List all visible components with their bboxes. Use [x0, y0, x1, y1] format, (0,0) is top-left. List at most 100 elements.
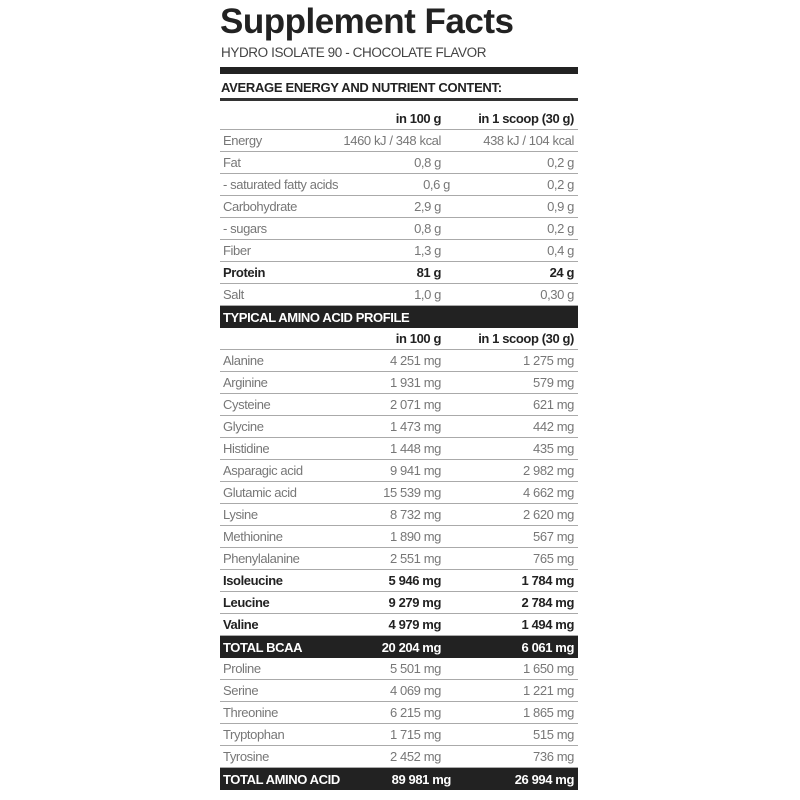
table-row: Proline 5 501 mg 1 650 mg — [220, 658, 578, 680]
row-value-per-100g: 5 501 mg — [389, 661, 441, 676]
row-value-per-100g: 8 732 mg — [389, 507, 441, 522]
table-row: Methionine 1 890 mg 567 mg — [220, 526, 578, 548]
row-name: Glycine — [223, 419, 264, 434]
table-row: Cysteine 2 071 mg 621 mg — [220, 394, 578, 416]
table-row: - saturated fatty acids 0,6 g 0,2 g — [220, 174, 578, 196]
table-row: Arginine 1 931 mg 579 mg — [220, 372, 578, 394]
table-row: Threonine 6 215 mg 1 865 mg — [220, 702, 578, 724]
row-value-per-100g: 0,8 g — [414, 221, 441, 236]
table-row: Tryptophan 1 715 mg 515 mg — [220, 724, 578, 746]
divider-rule — [220, 98, 578, 101]
row-value-per-scoop: 1 865 mg — [522, 705, 574, 720]
row-value-per-100g: 2 452 mg — [389, 749, 441, 764]
row-value-per-scoop: 736 mg — [533, 749, 574, 764]
column-header-per-scoop: in 1 scoop (30 g) — [478, 331, 574, 346]
row-value-per-scoop: 1 494 mg — [521, 617, 575, 632]
row-name: Alanine — [223, 353, 264, 368]
row-value-per-scoop: 442 mg — [533, 419, 574, 434]
row-name: Asparagic acid — [223, 463, 303, 478]
table-row: Glycine 1 473 mg 442 mg — [220, 416, 578, 438]
row-value-per-scoop: 438 kJ / 104 kcal — [483, 133, 574, 148]
table-row: Energy 1460 kJ / 348 kcal 438 kJ / 104 kca… — [220, 130, 578, 152]
row-value-per-scoop: 1 650 mg — [522, 661, 574, 676]
row-name: Protein — [223, 265, 265, 280]
amino-column-header: in 100 g in 1 scoop (30 g) — [220, 328, 578, 350]
row-name: Valine — [223, 617, 259, 632]
table-row: Alanine 4 251 mg 1 275 mg — [220, 350, 578, 372]
row-name: Histidine — [223, 441, 270, 456]
row-value-per-scoop: 6 061 mg — [521, 639, 575, 655]
row-value-per-100g: 4 251 mg — [389, 353, 441, 368]
table-row: Lysine 8 732 mg 2 620 mg — [220, 504, 578, 526]
row-name: Tyrosine — [223, 749, 269, 764]
row-name: Salt — [223, 287, 244, 302]
row-value-per-100g: 9 941 mg — [389, 463, 441, 478]
row-value-per-100g: 1 890 mg — [389, 529, 441, 544]
row-value-per-100g: 2 551 mg — [389, 551, 441, 566]
row-value-per-100g: 1 448 mg — [389, 441, 441, 456]
row-name: Carbohydrate — [223, 199, 297, 214]
row-value-per-scoop: 1 221 mg — [522, 683, 574, 698]
row-value-per-scoop: 579 mg — [533, 375, 574, 390]
row-name: TOTAL BCAA — [223, 639, 303, 655]
column-header-per-100g: in 100 g — [395, 331, 442, 346]
row-value-per-scoop: 515 mg — [533, 727, 574, 742]
table-row: Carbohydrate 2,9 g 0,9 g — [220, 196, 578, 218]
table-row: Histidine 1 448 mg 435 mg — [220, 438, 578, 460]
row-value-per-100g: 1,0 g — [414, 287, 441, 302]
row-value-per-100g: 2 071 mg — [389, 397, 441, 412]
table-row: Asparagic acid 9 941 mg 2 982 mg — [220, 460, 578, 482]
column-header-per-100g: in 100 g — [395, 111, 442, 126]
row-name: - saturated fatty acids — [223, 177, 339, 192]
row-name: Phenylalanine — [223, 551, 300, 566]
row-value-per-scoop: 0,4 g — [547, 243, 574, 258]
table-row: Serine 4 069 mg 1 221 mg — [220, 680, 578, 702]
product-subtitle: HYDRO ISOLATE 90 - CHOCOLATE FLAVOR — [221, 45, 487, 60]
table-row: Valine 4 979 mg 1 494 mg — [220, 614, 578, 636]
table-row: Protein 81 g 24 g — [220, 262, 578, 284]
row-name: Threonine — [223, 705, 278, 720]
row-value-per-scoop: 0,2 g — [547, 155, 574, 170]
row-name: - sugars — [223, 221, 267, 236]
row-name: Proline — [223, 661, 261, 676]
row-name: Arginine — [223, 375, 268, 390]
row-value-per-100g: 2,9 g — [414, 199, 441, 214]
row-value-per-100g: 1460 kJ / 348 kcal — [343, 133, 441, 148]
row-value-per-100g: 1 715 mg — [389, 727, 441, 742]
row-name: Cysteine — [223, 397, 271, 412]
row-value-per-scoop: 1 275 mg — [522, 353, 574, 368]
nutrient-column-header: in 100 g in 1 scoop (30 g) — [220, 108, 578, 130]
row-value-per-scoop: 4 662 mg — [522, 485, 574, 500]
row-value-per-100g: 0,8 g — [414, 155, 441, 170]
nutrient-table: in 100 g in 1 scoop (30 g) Energy 1460 kJ… — [220, 108, 578, 306]
row-name: Leucine — [223, 595, 270, 610]
nutrient-section-heading: AVERAGE ENERGY AND NUTRIENT CONTENT: — [221, 80, 502, 95]
row-value-per-scoop: 0,30 g — [540, 287, 574, 302]
row-value-per-scoop: 0,2 g — [547, 177, 574, 192]
amino-table: TYPICAL AMINO ACID PROFILE in 100 g in 1… — [220, 306, 578, 790]
row-value-per-100g: 4 979 mg — [388, 617, 442, 632]
row-value-per-scoop: 2 982 mg — [522, 463, 574, 478]
row-value-per-100g: 81 g — [416, 265, 442, 280]
row-name: Fiber — [223, 243, 251, 258]
row-value-per-100g: 1 931 mg — [389, 375, 441, 390]
table-row: Tyrosine 2 452 mg 736 mg — [220, 746, 578, 768]
row-name: Serine — [223, 683, 259, 698]
amino-section-heading: TYPICAL AMINO ACID PROFILE — [220, 306, 578, 328]
row-value-per-100g: 15 539 mg — [383, 485, 441, 500]
row-name: Lysine — [223, 507, 258, 522]
row-name: Tryptophan — [223, 727, 285, 742]
row-value-per-scoop: 0,2 g — [547, 221, 574, 236]
row-value-per-scoop: 24 g — [549, 265, 575, 280]
row-value-per-100g: 6 215 mg — [389, 705, 441, 720]
row-value-per-100g: 4 069 mg — [389, 683, 441, 698]
row-value-per-scoop: 2 620 mg — [522, 507, 574, 522]
row-name: Methionine — [223, 529, 283, 544]
row-name: Fat — [223, 155, 241, 170]
page-title: Supplement Facts — [220, 2, 514, 41]
row-value-per-100g: 1 473 mg — [389, 419, 441, 434]
row-value-per-scoop: 0,9 g — [547, 199, 574, 214]
table-row: - sugars 0,8 g 0,2 g — [220, 218, 578, 240]
row-value-per-scoop: 435 mg — [533, 441, 574, 456]
column-header-per-scoop: in 1 scoop (30 g) — [478, 111, 574, 126]
